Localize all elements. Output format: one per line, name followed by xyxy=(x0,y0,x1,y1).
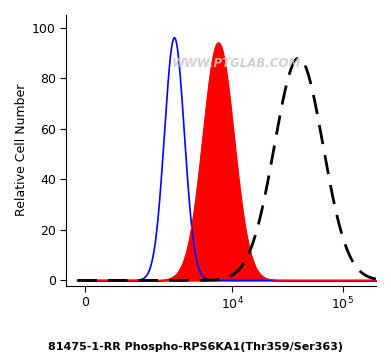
Y-axis label: Relative Cell Number: Relative Cell Number xyxy=(15,84,28,216)
Text: 81475-1-RR Phospho-RPS6KA1(Thr359/Ser363): 81475-1-RR Phospho-RPS6KA1(Thr359/Ser363… xyxy=(48,342,343,352)
Text: WWW.PTGLAB.COM: WWW.PTGLAB.COM xyxy=(172,57,301,70)
